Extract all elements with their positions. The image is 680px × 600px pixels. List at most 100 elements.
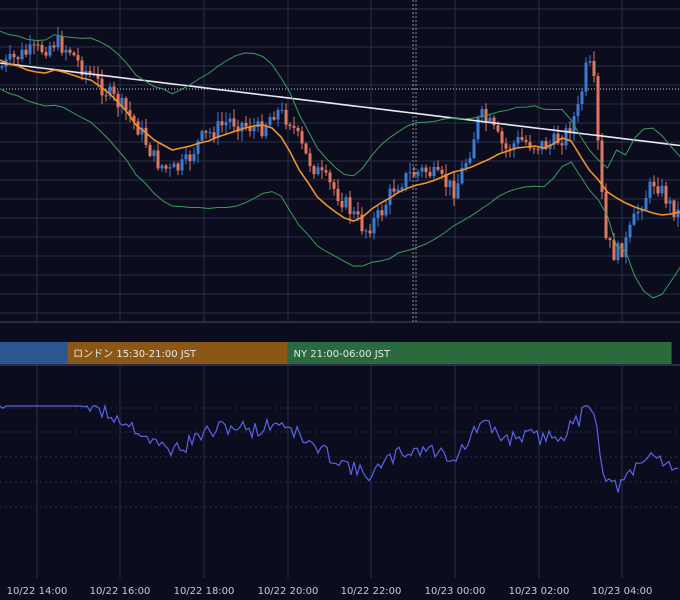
candle-body [280,109,284,111]
candle-body [636,211,640,214]
candle-body [176,163,180,171]
candle-body [108,86,112,96]
candle-body [296,127,300,132]
candle-body [524,139,528,142]
osc-time-label: 10/22 20:00 [258,586,319,597]
candle-body [344,197,348,208]
candle-body [600,140,604,192]
oscillator-chart: 10/22 14:00 10/22 16:00 10/22 18:00 10/22 2… [0,366,680,597]
candle-body [144,127,148,145]
candle-body [472,139,476,159]
candle-body [564,128,568,146]
candle-body [8,53,12,60]
candle-body [232,118,236,127]
candle-body [328,172,332,183]
session-label: ロンドン 15:30-21:00 JST [73,349,197,360]
candle-body [124,98,128,111]
candle-body [444,173,448,188]
candle-body [364,230,368,232]
candle-body [588,60,592,63]
candle-body [104,95,108,97]
candle-body [268,117,272,126]
candle-body [556,133,560,144]
candle-body [140,127,144,135]
candle-body [656,186,660,194]
osc-time-label: 10/22 14:00 [7,586,68,597]
candle-body [612,240,616,260]
candle-body [372,218,376,234]
osc-time-label: 10/22 16:00 [90,586,151,597]
candle-body [308,153,312,167]
candle-body [28,44,32,55]
candle-body [540,141,544,150]
candle-body [648,181,652,198]
candle-body [320,167,324,171]
candle-body [184,154,188,160]
candle-body [260,121,264,137]
osc-time-label: 10/23 00:00 [425,586,486,597]
panel-divider [0,364,680,366]
candle-body [316,167,320,175]
candle-body [276,110,280,120]
candle-body [660,185,664,194]
candle-body [672,200,676,218]
candle-body [208,132,212,134]
candle-body [152,150,156,156]
candle-body [400,187,404,190]
candle-body [88,70,92,75]
candle-body [512,143,516,150]
osc-time-label: 10/23 04:00 [592,586,653,597]
candle-body [408,172,412,174]
candle-body [80,60,84,76]
candle-body [632,213,636,225]
candle-body [120,98,124,108]
candle-body [180,159,184,171]
candle-body [272,117,276,120]
candle-body [420,167,424,172]
candle-body [332,182,336,189]
candle-body [668,200,672,204]
candle-body [504,143,508,149]
candle-body [16,57,20,60]
candle-body [76,55,80,61]
candle-body [552,133,556,145]
candle-body [604,191,608,239]
candle-body [464,163,468,168]
candle-body [432,167,436,177]
candle-body [300,131,304,144]
candle-body [644,197,648,210]
candle-body [200,131,204,141]
candle-body [652,181,656,187]
candle-body [24,49,28,55]
candle-body [220,121,224,126]
candle-body [448,180,452,188]
candle-body [216,121,220,138]
candle-body [204,131,208,133]
candle-body [352,211,356,215]
candle-body [640,209,644,212]
slow-ma-line [0,62,680,147]
candle-body [396,189,400,192]
candle-body [360,214,364,232]
candle-body [676,209,680,218]
candle-body [148,144,152,156]
candle-body [336,188,340,201]
candle-body [48,45,52,56]
candle-body [56,36,60,48]
candle-body [60,36,64,53]
candle-body [36,44,40,46]
candle-body [212,132,216,138]
candle-body [156,150,160,169]
candle-body [96,74,100,79]
price-chart: 1416182022024 [0,0,680,323]
candle-body [0,66,4,68]
candle-body [188,154,192,161]
candle-body [284,109,288,125]
candle-body [580,91,584,105]
candle-body [340,200,344,208]
candle-body [304,143,308,154]
candle-body [548,144,552,150]
fast-ma-line [0,59,680,222]
candle-body [196,140,200,154]
